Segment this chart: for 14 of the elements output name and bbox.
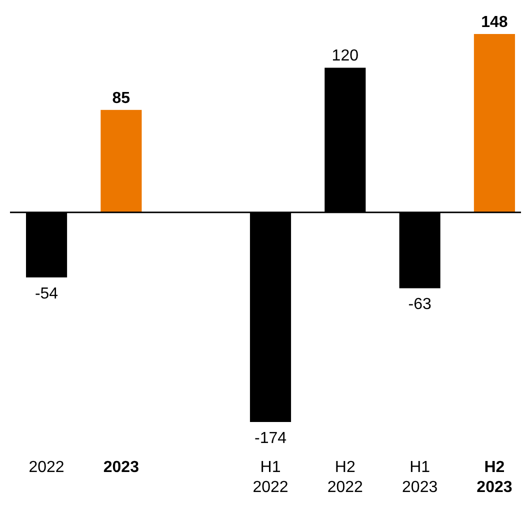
x-tick-label: H2 2022 [327, 459, 364, 496]
x-tick-label: H1 2022 [252, 459, 288, 496]
bar [100, 110, 142, 212]
bar [474, 34, 515, 212]
data-label: 148 [481, 14, 508, 31]
data-label: -63 [408, 296, 432, 314]
x-tick-label: H2 2023 [476, 459, 512, 496]
x-tick-label: H1 2023 [402, 459, 438, 496]
data-label: -174 [254, 430, 287, 447]
data-label: 120 [332, 48, 359, 65]
data-label: 85 [112, 90, 130, 107]
x-tick-label: 2023 [103, 459, 140, 476]
data-label: -54 [34, 285, 58, 302]
x-tick-label: 2022 [28, 459, 64, 476]
